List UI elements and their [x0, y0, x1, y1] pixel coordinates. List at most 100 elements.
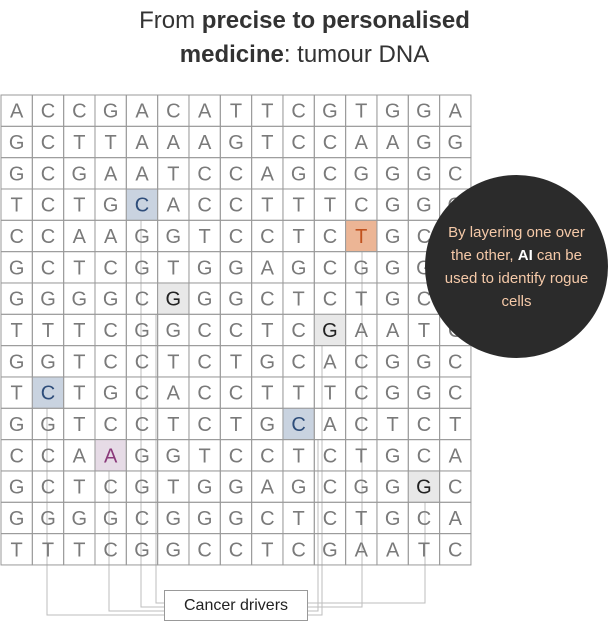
nucleotide-letter: A — [323, 414, 337, 436]
nucleotide-letter: G — [134, 320, 150, 342]
nucleotide-letter: T — [324, 383, 336, 405]
cancer-drivers-label: Cancer drivers — [164, 590, 308, 621]
nucleotide-letter: C — [197, 351, 211, 373]
nucleotide-letter: G — [385, 195, 401, 217]
nucleotide-letter: C — [323, 289, 337, 311]
nucleotide-letter: G — [385, 289, 401, 311]
nucleotide-letter: G — [448, 132, 464, 154]
nucleotide-letter: C — [135, 289, 149, 311]
nucleotide-letter: A — [261, 257, 275, 279]
nucleotide-letter: G — [197, 508, 213, 530]
nucleotide-letter: G — [9, 414, 25, 436]
nucleotide-letter: C — [41, 445, 55, 467]
nucleotide-letter: A — [104, 163, 118, 185]
nucleotide-letter: A — [104, 445, 118, 467]
connector-line — [308, 345, 323, 616]
highlighted-cell — [125, 188, 159, 221]
nucleotide-letter: C — [260, 289, 274, 311]
nucleotide-letter: C — [260, 508, 274, 530]
nucleotide-letter: C — [103, 257, 117, 279]
nucleotide-letter: C — [103, 320, 117, 342]
nucleotide-letter: G — [322, 320, 338, 342]
nucleotide-letter: G — [166, 289, 182, 311]
nucleotide-letter: C — [417, 508, 431, 530]
nucleotide-letter: G — [40, 289, 56, 311]
nucleotide-letter: G — [416, 383, 432, 405]
nucleotide-letter: T — [73, 132, 85, 154]
nucleotide-letter: A — [355, 320, 369, 342]
nucleotide-letter: C — [103, 351, 117, 373]
nucleotide-letter: G — [40, 414, 56, 436]
nucleotide-letter: T — [261, 132, 273, 154]
nucleotide-letter: C — [197, 383, 211, 405]
nucleotide-letter: C — [448, 477, 462, 499]
nucleotide-letter: C — [229, 226, 243, 248]
nucleotide-letter: T — [418, 539, 430, 561]
nucleotide-letter: G — [416, 195, 432, 217]
nucleotide-letter: G — [228, 132, 244, 154]
nucleotide-letter: T — [355, 226, 367, 248]
nucleotide-letter: G — [354, 163, 370, 185]
nucleotide-letter: G — [354, 257, 370, 279]
nucleotide-letter: C — [291, 414, 305, 436]
nucleotide-letter: A — [323, 351, 337, 373]
connector-line — [308, 502, 426, 604]
nucleotide-letter: G — [385, 351, 401, 373]
nucleotide-letter: G — [134, 539, 150, 561]
nucleotide-letter: C — [323, 257, 337, 279]
nucleotide-letter: G — [197, 477, 213, 499]
nucleotide-letter: A — [167, 132, 181, 154]
connector-line — [46, 408, 164, 616]
nucleotide-letter: C — [41, 132, 55, 154]
nucleotide-letter: C — [260, 445, 274, 467]
nucleotide-letter: T — [261, 195, 273, 217]
title-line-2: medicine: tumour DNA — [0, 38, 609, 72]
nucleotide-letter: G — [385, 508, 401, 530]
nucleotide-letter: C — [354, 195, 368, 217]
nucleotide-letter: G — [291, 257, 307, 279]
nucleotide-letter: C — [417, 445, 431, 467]
nucleotide-letter: C — [229, 539, 243, 561]
nucleotide-letter: T — [167, 257, 179, 279]
nucleotide-letter: C — [323, 508, 337, 530]
nucleotide-letter: G — [385, 257, 401, 279]
nucleotide-letter: C — [229, 383, 243, 405]
highlighted-cell — [345, 219, 378, 253]
nucleotide-letter: C — [354, 351, 368, 373]
nucleotide-letter: A — [386, 539, 400, 561]
nucleotide-letter: T — [230, 101, 242, 123]
nucleotide-letter: T — [230, 351, 242, 373]
nucleotide-letter: G — [9, 477, 25, 499]
nucleotide-letter: C — [448, 351, 462, 373]
nucleotide-letter: G — [416, 132, 432, 154]
nucleotide-letter: G — [416, 101, 432, 123]
nucleotide-letter: T — [293, 195, 305, 217]
nucleotide-letter: C — [229, 163, 243, 185]
nucleotide-letter: G — [9, 163, 25, 185]
nucleotide-letter: G — [228, 257, 244, 279]
nucleotide-letter: T — [355, 445, 367, 467]
nucleotide-letter: C — [166, 101, 180, 123]
nucleotide-letter: G — [385, 163, 401, 185]
nucleotide-letter: T — [355, 508, 367, 530]
nucleotide-letter: G — [291, 163, 307, 185]
nucleotide-letter: G — [228, 508, 244, 530]
nucleotide-letter: A — [135, 132, 149, 154]
nucleotide-letter: G — [134, 226, 150, 248]
title-bold1: precise to personalised — [201, 7, 470, 34]
nucleotide-letter: G — [322, 539, 338, 561]
nucleotide-letter: G — [385, 445, 401, 467]
connector-line — [308, 439, 319, 612]
nucleotide-letter: C — [354, 383, 368, 405]
nucleotide-letter: A — [355, 539, 369, 561]
nucleotide-letter: C — [103, 539, 117, 561]
nucleotide-letter: T — [167, 477, 179, 499]
title-line-1: From precise to personalised — [0, 4, 609, 38]
nucleotide-letter: C — [41, 101, 55, 123]
nucleotide-letter: C — [448, 383, 462, 405]
nucleotide-letter: C — [354, 414, 368, 436]
nucleotide-letter: G — [260, 414, 276, 436]
nucleotide-letter: A — [386, 132, 400, 154]
highlighted-cell — [313, 313, 347, 347]
nucleotide-letter: G — [385, 226, 401, 248]
